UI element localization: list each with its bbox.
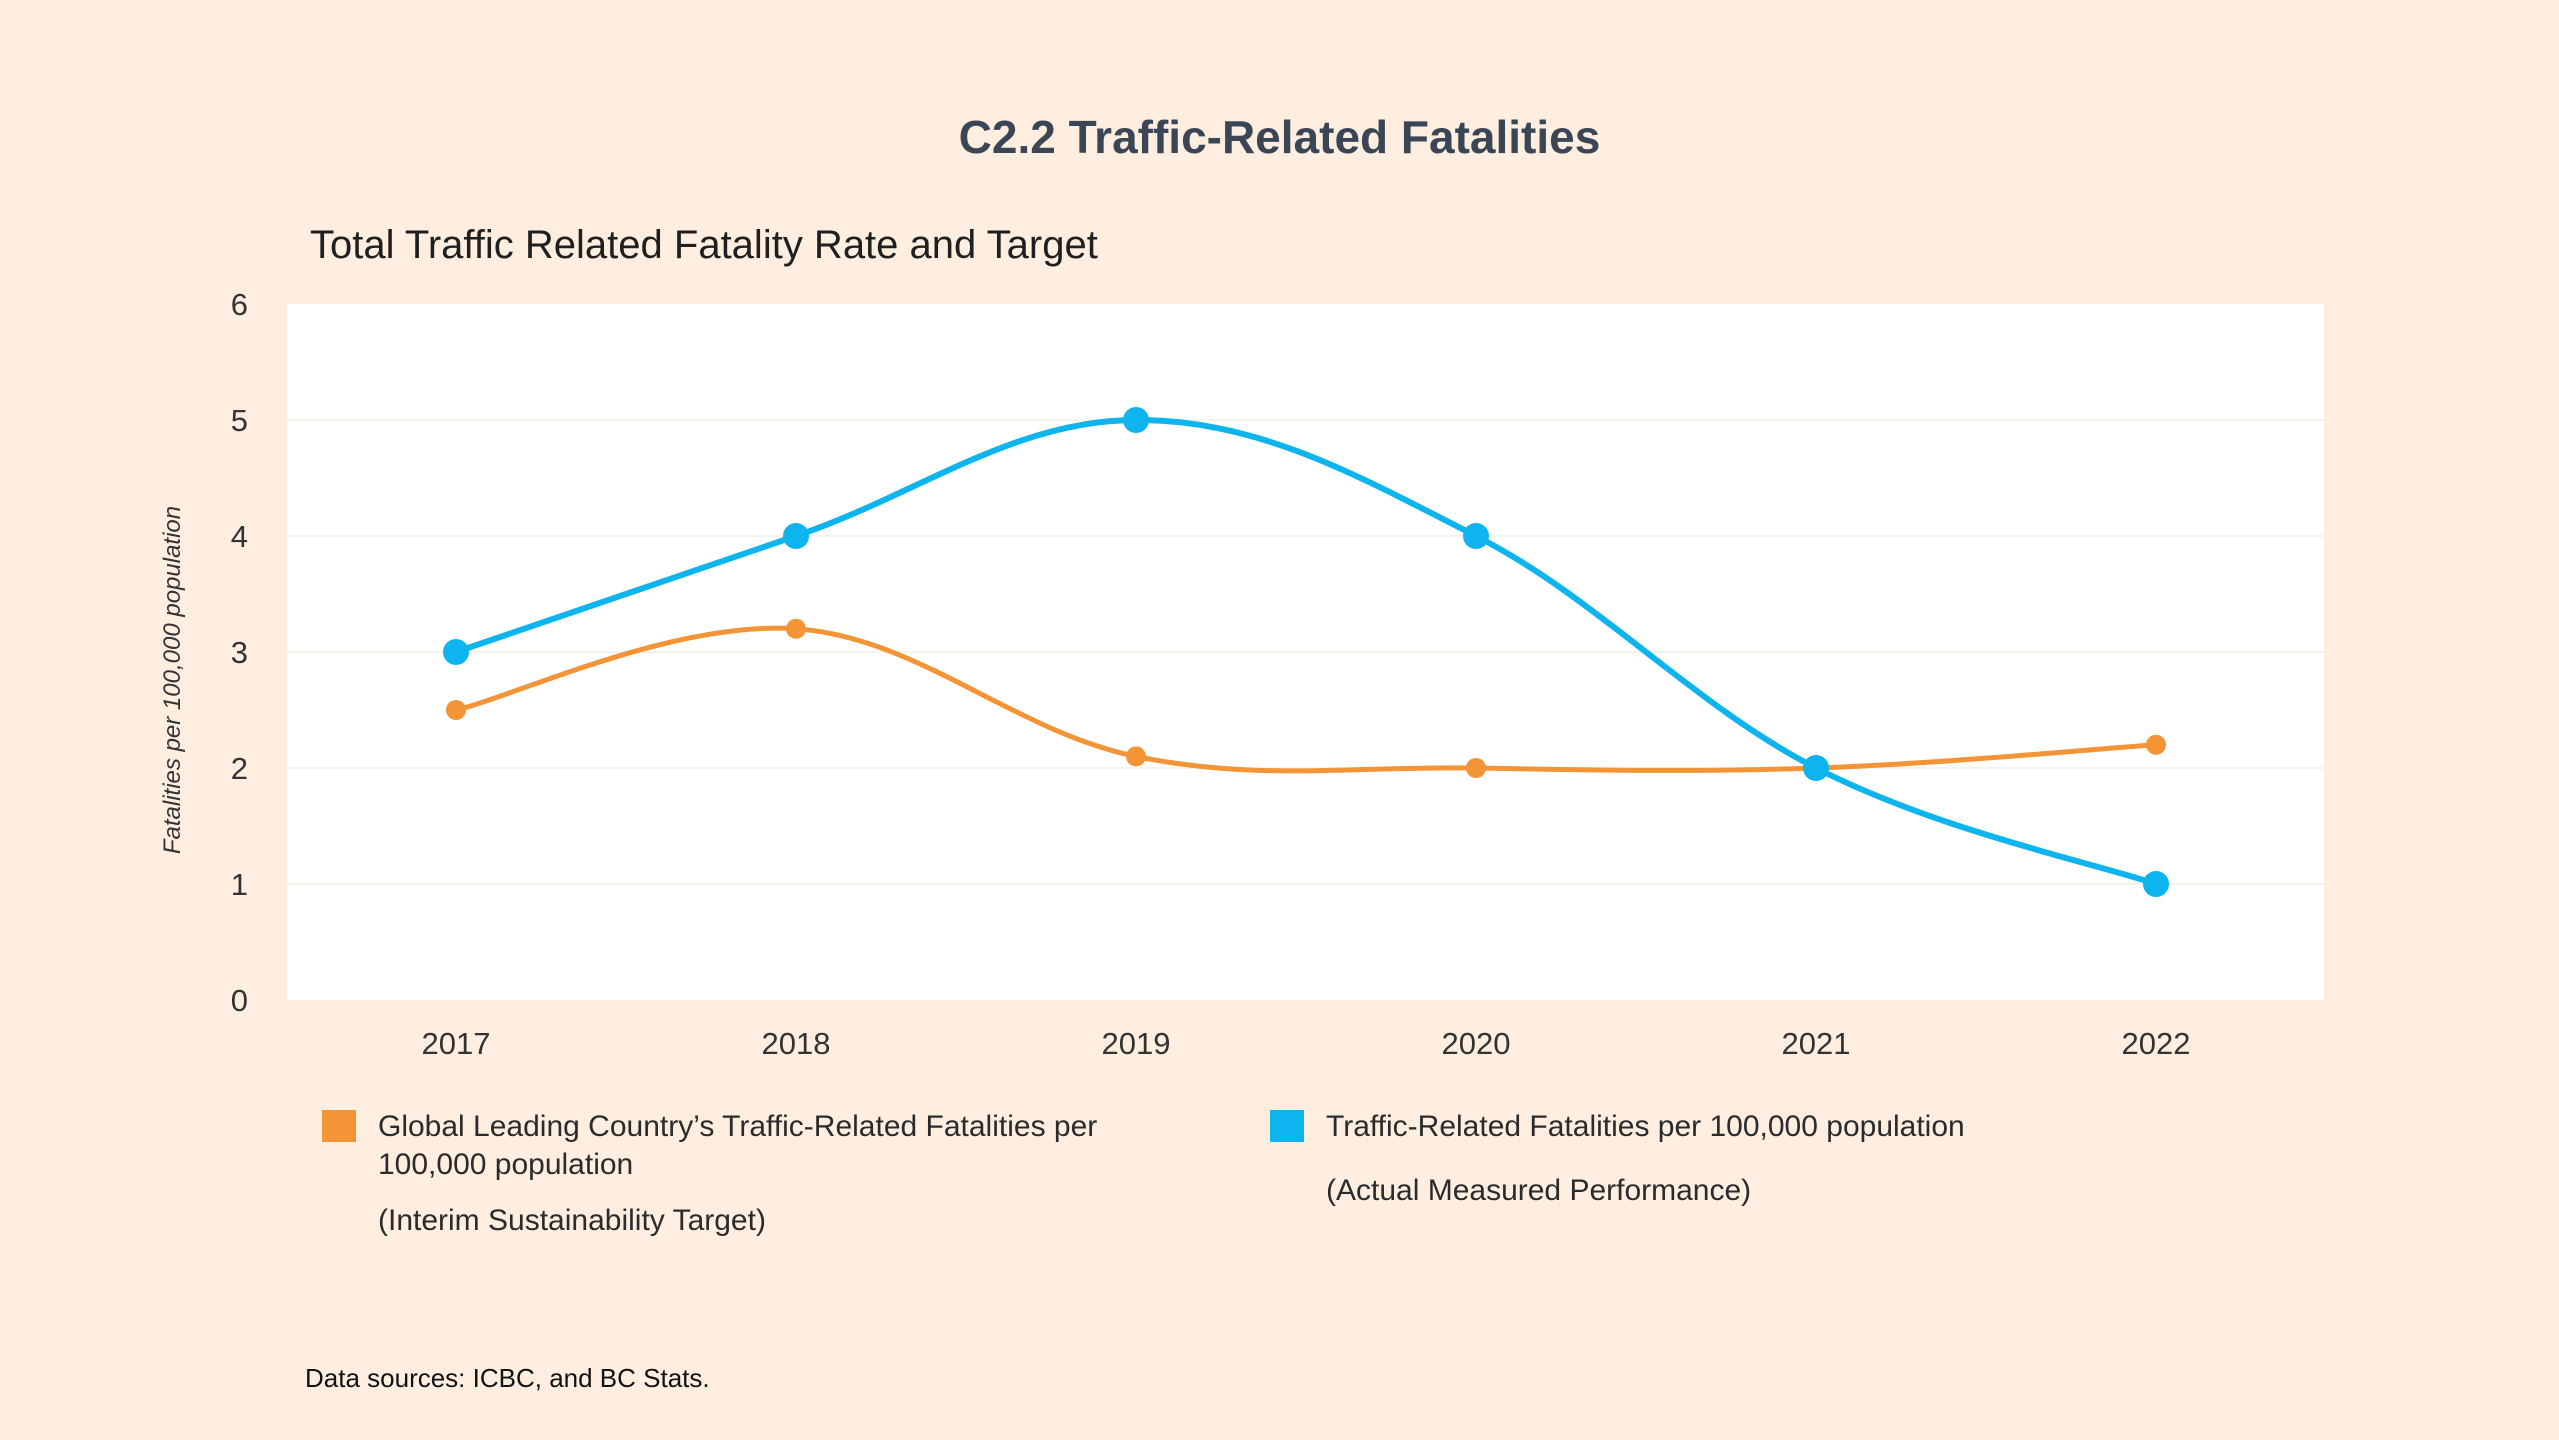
- x-tick-label: 2019: [1102, 1026, 1171, 1061]
- legend-name-target: Global Leading Country’s Traffic-Related…: [378, 1110, 1098, 1181]
- data-point-target: [446, 700, 466, 720]
- legend-item-actual: Traffic-Related Fatalities per 100,000 p…: [1270, 1108, 2170, 1210]
- x-tick-label: 2017: [422, 1026, 491, 1061]
- legend-label-actual: Traffic-Related Fatalities per 100,000 p…: [1326, 1108, 1965, 1210]
- y-tick-label: 5: [231, 403, 248, 438]
- data-point-actual: [1463, 523, 1489, 549]
- data-point-actual: [783, 523, 809, 549]
- page-title: C2.2 Traffic-Related Fatalities: [958, 111, 1601, 163]
- x-axis-ticks: 2017 2018 2019 2020 2021 2022: [422, 1026, 2191, 1061]
- legend-swatch-target: [322, 1110, 356, 1142]
- x-tick-label: 2018: [762, 1026, 831, 1061]
- legend-note-actual: (Actual Measured Performance): [1326, 1174, 1752, 1207]
- series-line-actual: [453, 416, 2159, 887]
- legend-note-target: (Interim Sustainability Target): [378, 1204, 766, 1237]
- legend-name-actual: Traffic-Related Fatalities per 100,000 p…: [1326, 1110, 1965, 1143]
- data-point-target: [2146, 734, 2166, 755]
- chart-title: Total Traffic Related Fatality Rate and …: [310, 223, 1098, 267]
- series-lines: [443, 407, 2169, 897]
- y-tick-label: 1: [231, 867, 248, 902]
- data-point-actual: [443, 639, 469, 665]
- y-tick-label: 2: [231, 751, 248, 786]
- data-point-target: [786, 618, 806, 639]
- x-tick-label: 2020: [1442, 1026, 1511, 1061]
- y-tick-label: 4: [231, 519, 248, 554]
- legend-item-target: Global Leading Country’s Traffic-Related…: [322, 1108, 1202, 1240]
- legend-swatch-actual: [1270, 1110, 1304, 1142]
- y-tick-label: 6: [231, 287, 248, 322]
- x-tick-label: 2022: [2122, 1026, 2191, 1061]
- y-tick-label: 3: [231, 635, 248, 670]
- data-point-target: [1466, 758, 1486, 778]
- data-point-target: [1126, 746, 1146, 767]
- data-source-note: Data sources: ICBC, and BC Stats.: [305, 1363, 710, 1393]
- data-point-actual: [2143, 871, 2169, 897]
- data-point-actual: [1803, 755, 1829, 781]
- x-tick-label: 2021: [1782, 1026, 1851, 1061]
- y-tick-label: 0: [231, 983, 248, 1018]
- series-line-target: [453, 625, 2159, 774]
- y-axis-ticks: 0 1 2 3 4 5 6: [231, 287, 248, 1018]
- data-point-actual: [1123, 407, 1149, 433]
- legend-label-target: Global Leading Country’s Traffic-Related…: [378, 1108, 1202, 1240]
